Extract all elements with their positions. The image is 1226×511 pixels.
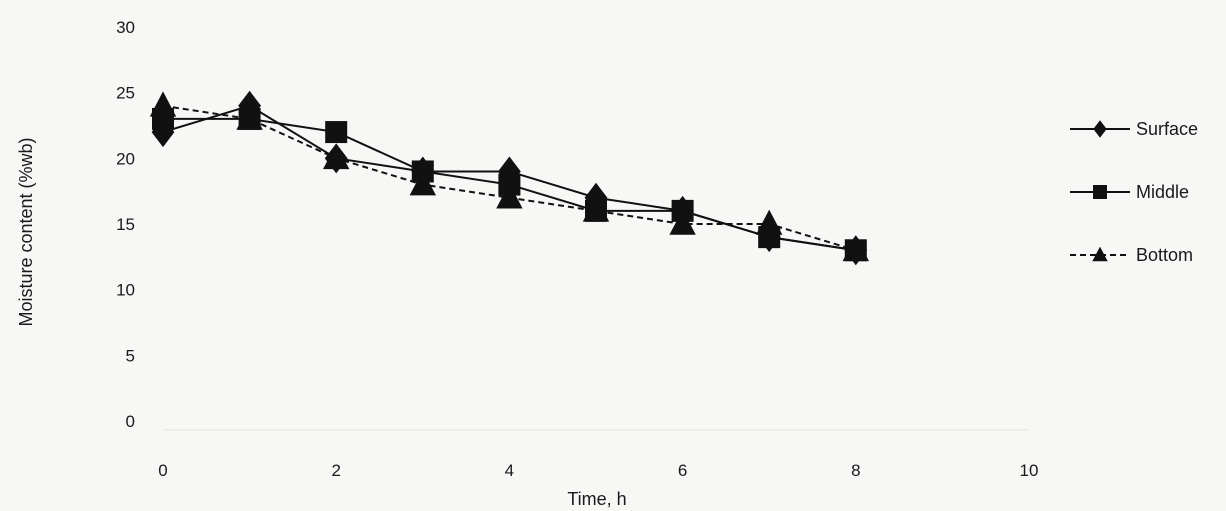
legend-label: Middle	[1136, 182, 1189, 202]
y-tick-label: 5	[126, 346, 135, 365]
plot-area: 0 2 4 6 8 10 0 5 10 15 20 25 30	[116, 18, 1038, 480]
triangle-marker	[236, 104, 263, 130]
triangle-marker	[149, 91, 177, 117]
x-tick-label: 0	[158, 461, 167, 480]
x-tick-label: 4	[505, 461, 514, 480]
legend-item: Middle	[1070, 182, 1189, 202]
x-tick-label: 2	[331, 461, 340, 480]
legend-label: Bottom	[1136, 245, 1193, 265]
y-tick-label: 30	[116, 18, 135, 37]
legend: Surface Middle Bottom	[1070, 119, 1198, 265]
y-axis-title: Moisture content (%wb)	[16, 137, 36, 326]
square-marker	[325, 121, 348, 144]
series-layer	[149, 90, 869, 266]
y-tick-label: 20	[116, 149, 135, 168]
x-tick-label: 10	[1020, 461, 1039, 480]
triangle-marker	[323, 143, 350, 170]
triangle-marker	[496, 183, 523, 209]
x-tick-label: 8	[851, 461, 860, 480]
triangle-marker	[582, 196, 610, 222]
series-bottom	[149, 91, 869, 262]
y-tick-label: 10	[116, 281, 135, 300]
y-tick-label: 25	[116, 84, 135, 103]
y-tick-label: 0	[126, 412, 135, 431]
x-tick-label: 6	[678, 461, 687, 480]
triangle-marker	[1092, 246, 1108, 262]
square-marker	[1093, 185, 1107, 199]
x-tick-labels: 0 2 4 6 8 10	[158, 461, 1038, 480]
diamond-marker	[1093, 120, 1107, 138]
triangle-marker	[409, 170, 436, 196]
triangle-marker	[842, 235, 869, 262]
legend-item: Bottom	[1070, 245, 1193, 265]
x-axis-title: Time, h	[567, 489, 626, 509]
y-tick-labels: 0 5 10 15 20 25 30	[116, 18, 135, 431]
legend-label: Surface	[1136, 119, 1198, 139]
y-tick-label: 15	[116, 215, 135, 234]
triangle-marker	[669, 209, 696, 235]
triangle-marker	[756, 209, 783, 235]
legend-item: Surface	[1070, 119, 1198, 139]
